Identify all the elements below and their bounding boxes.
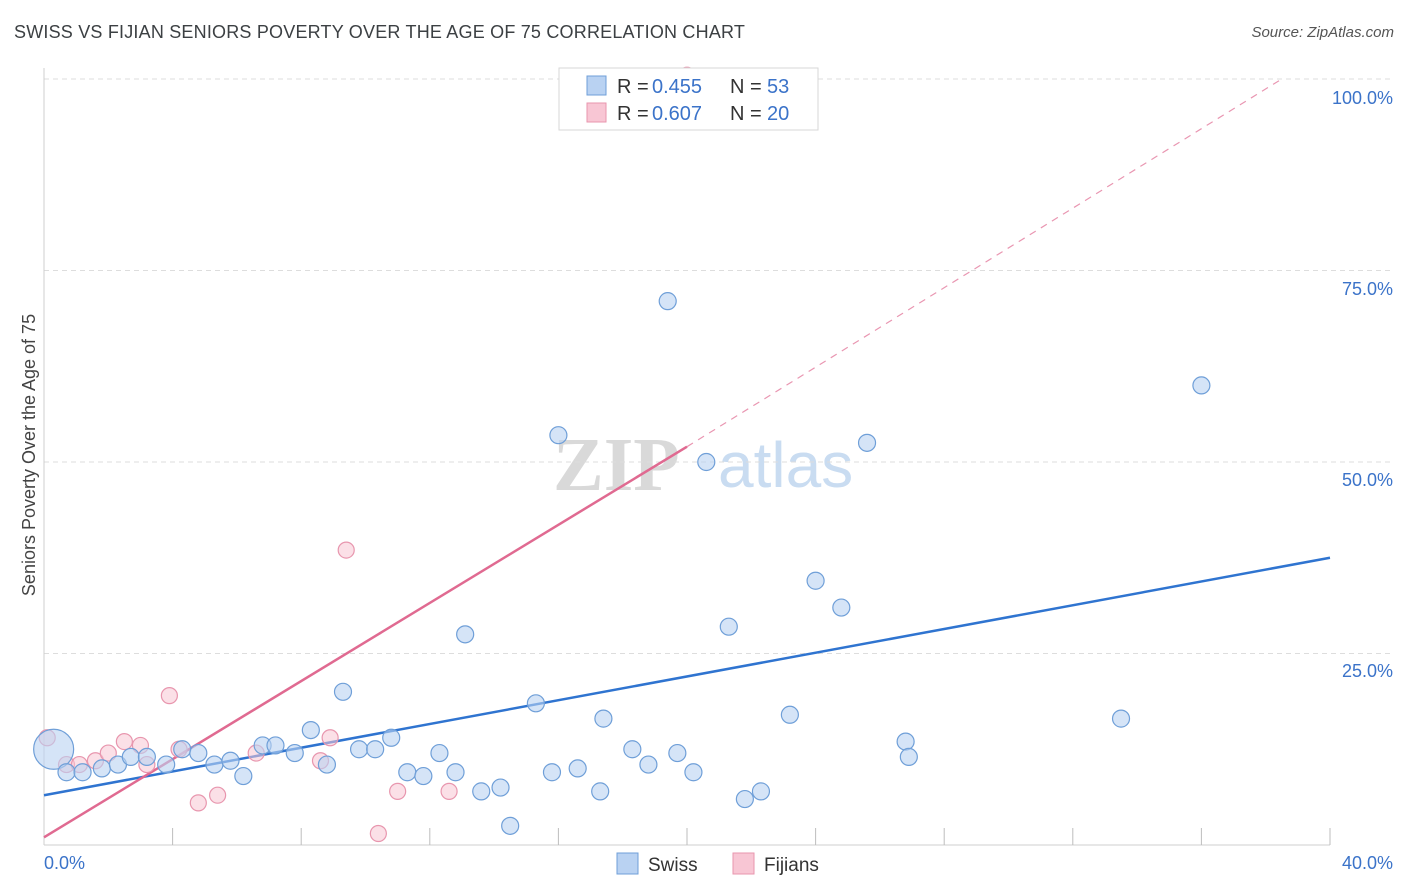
swiss-point-45 (780, 705, 799, 724)
swiss-point-12 (234, 766, 253, 786)
swiss-point-19 (349, 740, 369, 759)
fijian-point-14 (321, 729, 339, 747)
swiss-point-37 (639, 755, 658, 774)
fijian-legend-swatch (586, 102, 607, 123)
swiss-point-21 (382, 728, 401, 747)
swiss-point-15 (285, 743, 304, 763)
swiss-point-35 (594, 709, 613, 728)
swiss-point-36 (623, 740, 642, 759)
fijian-point-11 (209, 786, 227, 804)
swiss-points (33, 292, 1211, 835)
swiss-point-31 (542, 763, 562, 782)
fijian-point-16 (369, 824, 387, 843)
fijian-r-value: 0.607 (652, 103, 702, 125)
swiss-point-0 (33, 728, 75, 770)
swiss-series-swatch (616, 852, 639, 875)
swiss-point-22 (398, 763, 417, 782)
swiss-r-value: 0.455 (652, 76, 702, 98)
stats-legend: R = 0.455 N = 53 R = 0.607 N = 20 (558, 67, 819, 131)
swiss-point-2 (73, 763, 92, 782)
swiss-point-3 (92, 759, 111, 778)
swiss-point-38 (658, 292, 677, 311)
fijian-r-label: R = (617, 103, 649, 125)
grid-lines (44, 78, 1392, 654)
swiss-n-label: N = (730, 76, 762, 98)
swiss-point-20 (366, 740, 385, 759)
swiss-point-16 (301, 720, 320, 740)
swiss-point-29 (501, 816, 520, 835)
y-tick-label-100: 100.0% (1332, 88, 1393, 108)
swiss-point-40 (684, 763, 703, 782)
swiss-n-value: 53 (767, 76, 789, 98)
swiss-point-47 (832, 598, 851, 617)
swiss-point-43 (735, 789, 754, 809)
swiss-point-26 (456, 625, 475, 644)
watermark-atlas: atlas (718, 429, 853, 501)
swiss-point-42 (719, 617, 738, 636)
swiss-point-41 (697, 452, 716, 472)
fijian-point-4 (99, 744, 117, 762)
swiss-point-11 (221, 751, 240, 770)
swiss-point-46 (806, 571, 825, 590)
swiss-point-10 (205, 755, 224, 774)
swiss-point-49 (896, 732, 915, 751)
swiss-point-5 (121, 747, 140, 767)
fijian-trend-line (43, 445, 688, 839)
fijian-n-label: N = (730, 103, 762, 125)
swiss-point-52 (1192, 376, 1211, 395)
swiss-point-34 (591, 782, 610, 801)
axes (43, 68, 1331, 846)
swiss-point-8 (173, 740, 192, 759)
y-tick-label-25: 25.0% (1342, 661, 1393, 681)
fijian-point-10 (189, 794, 207, 812)
swiss-point-44 (751, 782, 771, 801)
swiss-point-17 (317, 755, 337, 774)
fijian-point-18 (440, 782, 458, 800)
y-tick-label-50: 50.0% (1342, 470, 1393, 490)
swiss-point-6 (137, 747, 156, 767)
swiss-point-32 (549, 426, 568, 445)
fijian-series-label: Fijians (764, 855, 819, 876)
fijian-point-17 (389, 782, 407, 800)
source-label: Source: ZipAtlas.com (1251, 24, 1394, 41)
swiss-point-7 (157, 755, 176, 774)
watermark-zip: ZIP (553, 423, 680, 507)
x-tick-label-min: 0.0% (44, 853, 85, 873)
swiss-r-label: R = (617, 76, 649, 98)
swiss-point-14 (266, 736, 285, 755)
swiss-point-18 (333, 682, 353, 701)
fijian-point-15 (337, 541, 355, 559)
swiss-series-label: Swiss (648, 855, 698, 876)
swiss-point-24 (430, 743, 449, 763)
fijian-point-5 (115, 732, 133, 751)
x-tick-label-max: 40.0% (1342, 853, 1393, 873)
y-tick-label-75: 75.0% (1342, 279, 1393, 299)
swiss-point-51 (1111, 709, 1131, 728)
swiss-point-23 (414, 766, 433, 786)
swiss-point-27 (472, 782, 491, 801)
swiss-point-33 (568, 759, 587, 778)
swiss-point-30 (526, 694, 545, 713)
fijian-point-8 (160, 687, 178, 705)
fijian-series-swatch (732, 852, 755, 875)
fijian-trend-extension (686, 78, 1283, 448)
swiss-point-25 (446, 763, 465, 782)
swiss-point-28 (491, 778, 510, 797)
swiss-point-9 (189, 743, 208, 763)
fijian-n-value: 20 (767, 103, 789, 125)
chart-title: SWISS VS FIJIAN SENIORS POVERTY OVER THE… (14, 22, 746, 42)
swiss-point-1 (57, 763, 76, 782)
series-legend: Swiss Fijians (616, 852, 819, 876)
swiss-legend-swatch (586, 75, 607, 96)
swiss-point-50 (899, 747, 918, 767)
trend-lines (43, 78, 1331, 839)
swiss-point-48 (857, 433, 877, 452)
swiss-point-39 (668, 743, 687, 763)
y-axis-label: Seniors Poverty Over the Age of 75 (19, 314, 39, 596)
